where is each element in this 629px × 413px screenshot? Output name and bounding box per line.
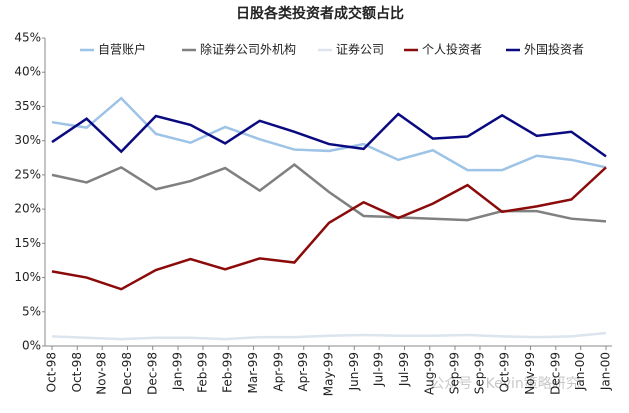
x-tick-label: Jun-99: [347, 352, 361, 391]
series-line: [51, 163, 607, 223]
x-tick-label: Apr-99: [271, 352, 285, 392]
x-tick-label: Nov-98: [95, 352, 109, 395]
legend-label: 个人投资者: [422, 42, 482, 57]
x-tick-label: Jul-99: [372, 352, 386, 387]
y-tick-label: 5%: [22, 304, 41, 318]
legend-label: 除证券公司外机构: [200, 42, 296, 57]
y-tick-label: 40%: [14, 65, 41, 79]
series-line: [51, 331, 607, 341]
y-tick-label: 35%: [14, 99, 41, 113]
y-tick-label: 15%: [14, 236, 41, 250]
legend-label: 自营账户: [98, 42, 146, 57]
x-tick-label: Jan-00: [599, 352, 613, 391]
x-tick-label: Dec-98: [120, 352, 134, 395]
x-tick-label: Sep-99: [472, 352, 486, 394]
x-tick-label: May-99: [322, 352, 336, 396]
y-tick-label: 45%: [14, 31, 41, 45]
series-line: [51, 166, 607, 291]
watermark: 公众号 · Kevin策略研究: [430, 375, 580, 392]
x-tick-label: Dec-98: [145, 352, 159, 395]
x-tick-label: Feb-99: [221, 352, 235, 393]
x-tick-label: Sep-99: [448, 352, 462, 394]
x-tick-label: Oct-98: [45, 352, 59, 392]
x-tick-label: Jul-99: [397, 352, 411, 387]
x-tick-label: Nov-99: [523, 352, 537, 395]
y-tick-label: 30%: [14, 133, 41, 147]
x-tick-label: Aug-99: [422, 352, 436, 395]
x-tick-label: Mar-99: [246, 352, 260, 393]
x-tick-label: Apr-99: [296, 352, 310, 392]
y-tick-label: 25%: [14, 167, 41, 181]
x-tick-label: Oct-99: [498, 352, 512, 392]
y-tick-label: 10%: [14, 270, 41, 284]
series-line: [51, 96, 607, 172]
chart-title: 日股各类投资者成交额占比: [236, 5, 404, 22]
y-tick-label: 0%: [22, 339, 41, 353]
legend-label: 证券公司: [336, 42, 384, 57]
series-line: [51, 112, 607, 158]
legend-label: 外国投资者: [524, 42, 584, 57]
x-tick-label: Jan-99: [171, 352, 185, 391]
x-tick-label: Feb-99: [195, 352, 209, 393]
x-tick-label: Dec-99: [548, 352, 562, 395]
y-tick-label: 20%: [14, 202, 41, 216]
x-tick-label: Jan-00: [573, 352, 587, 391]
x-tick-label: Oct-98: [70, 352, 84, 392]
